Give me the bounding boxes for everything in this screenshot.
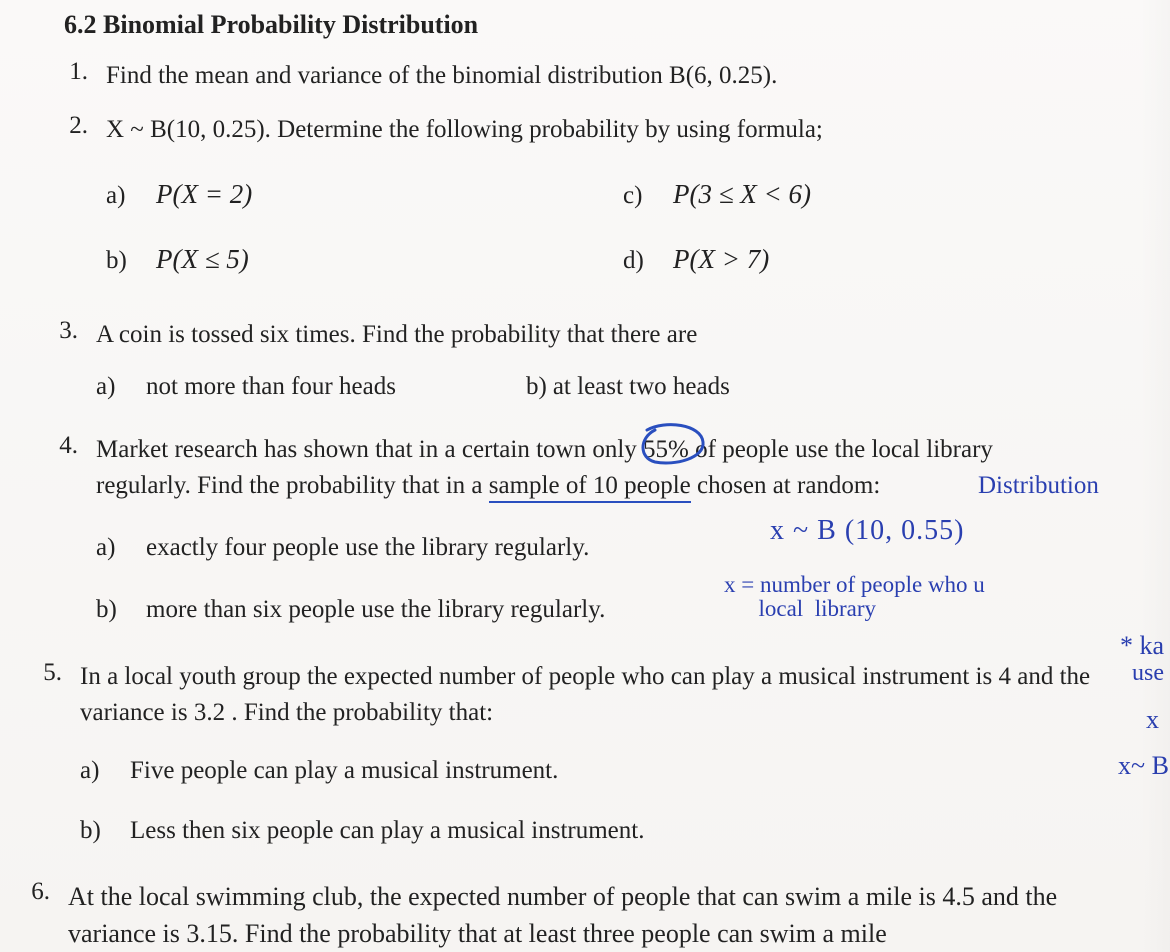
q2-part-a: a) P(X = 2) bbox=[106, 175, 623, 214]
handwriting-xdef2: local library bbox=[724, 596, 876, 621]
math-expression: P(X ≤ 5) bbox=[156, 240, 249, 279]
q3-parts: a) not more than four heads b) at least … bbox=[96, 369, 1140, 405]
question-text: At the local swimming club, the expected… bbox=[68, 878, 1140, 952]
q2-part-d: d) P(X > 7) bbox=[623, 240, 1140, 279]
q4-part-a: a) exactly four people use the library r… bbox=[96, 530, 1140, 566]
part-text: more than six people use the library reg… bbox=[146, 592, 605, 628]
part-label: d) bbox=[623, 243, 673, 279]
handwriting-star-ka: * ka bbox=[1120, 632, 1164, 661]
q2-intro: X ~ B(10, 0.25). Determine the following… bbox=[106, 116, 823, 143]
math-expression: P(X = 2) bbox=[156, 175, 252, 214]
part-text: at least two heads bbox=[553, 369, 730, 405]
q3-intro: A coin is tossed six times. Find the pro… bbox=[96, 321, 697, 348]
question-body: Market research has shown that in a cert… bbox=[96, 432, 1140, 649]
q2-row-bd: b) P(X ≤ 5) d) P(X > 7) bbox=[106, 240, 1140, 279]
math-expression: P(X > 7) bbox=[673, 240, 769, 279]
q2-row-ac: a) P(X = 2) c) P(3 ≤ X < 6) bbox=[106, 175, 1140, 214]
q2-part-b: b) P(X ≤ 5) bbox=[106, 240, 623, 279]
question-3: 3. A coin is tossed six times. Find the … bbox=[32, 317, 1140, 426]
underlined-text: sample of 10 people bbox=[489, 472, 691, 503]
question-number: 4. bbox=[32, 432, 96, 460]
part-text: Five people can play a musical instrumen… bbox=[130, 753, 558, 789]
question-number: 2. bbox=[42, 112, 106, 140]
question-6: 6. At the local swimming club, the expec… bbox=[4, 878, 1140, 952]
part-text: Less then six people can play a musical … bbox=[130, 813, 644, 849]
question-number: 1. bbox=[42, 58, 106, 86]
handwriting-use: use bbox=[1132, 660, 1164, 686]
q4-line2-post: chosen at random: bbox=[691, 472, 881, 499]
question-body: A coin is tossed six times. Find the pro… bbox=[96, 317, 1140, 426]
q4-line1-pre: Market research has shown that in a cert… bbox=[96, 436, 643, 463]
part-label: a) bbox=[96, 530, 146, 566]
part-label: b) bbox=[80, 813, 130, 849]
question-1: 1. Find the mean and variance of the bin… bbox=[42, 58, 1140, 94]
part-text: exactly four people use the library regu… bbox=[146, 530, 589, 566]
q4-line2-pre: regularly. Find the probability that in … bbox=[96, 472, 489, 499]
part-text: not more than four heads bbox=[146, 369, 396, 405]
question-number: 6. bbox=[4, 878, 68, 906]
part-label: b) bbox=[96, 592, 146, 628]
part-label: b) bbox=[526, 369, 547, 405]
handwriting-xnb: x~ B bbox=[1118, 752, 1169, 781]
question-body: In a local youth group the expected numb… bbox=[80, 659, 1140, 868]
page-edge-shadow bbox=[1140, 0, 1170, 952]
question-2: 2. X ~ B(10, 0.25). Determine the follow… bbox=[42, 112, 1140, 307]
q5-intro: In a local youth group the expected numb… bbox=[80, 663, 1090, 726]
q5-part-b: b) Less then six people can play a music… bbox=[80, 813, 1140, 849]
handwriting-xdef1: x = number of people who u bbox=[724, 572, 985, 597]
question-number: 3. bbox=[32, 317, 96, 345]
part-label: a) bbox=[96, 369, 146, 405]
q2-part-c: c) P(3 ≤ X < 6) bbox=[623, 175, 1140, 214]
q4-part-b: b) more than six people use the library … bbox=[96, 592, 1140, 628]
handwriting-xdist: x ~ B (10, 0.55) bbox=[770, 516, 964, 547]
part-label: b) bbox=[106, 243, 156, 279]
q4-line1-post: of people use the local library bbox=[689, 436, 993, 463]
section-title: 6.2 Binomial Probability Distribution bbox=[64, 10, 1140, 40]
worksheet-page: 6.2 Binomial Probability Distribution 1.… bbox=[0, 0, 1170, 952]
circled-text: 55% bbox=[643, 432, 689, 468]
part-label: a) bbox=[106, 178, 156, 214]
math-expression: P(3 ≤ X < 6) bbox=[673, 175, 811, 214]
q3-part-a: a) not more than four heads bbox=[96, 369, 526, 405]
question-5: 5. In a local youth group the expected n… bbox=[16, 659, 1140, 868]
q4-circled: 55% bbox=[643, 436, 689, 463]
handwriting-distribution: Distribution bbox=[978, 472, 1099, 500]
question-4: 4. Market research has shown that in a c… bbox=[32, 432, 1140, 649]
question-text: Find the mean and variance of the binomi… bbox=[106, 58, 1140, 94]
question-number: 5. bbox=[16, 659, 80, 687]
q3-part-b: b) at least two heads bbox=[526, 369, 730, 405]
part-label: a) bbox=[80, 753, 130, 789]
part-label: c) bbox=[623, 178, 673, 214]
question-body: X ~ B(10, 0.25). Determine the following… bbox=[106, 112, 1140, 307]
handwriting-cross: x bbox=[1146, 706, 1159, 735]
q5-part-a: a) Five people can play a musical instru… bbox=[80, 753, 1140, 789]
